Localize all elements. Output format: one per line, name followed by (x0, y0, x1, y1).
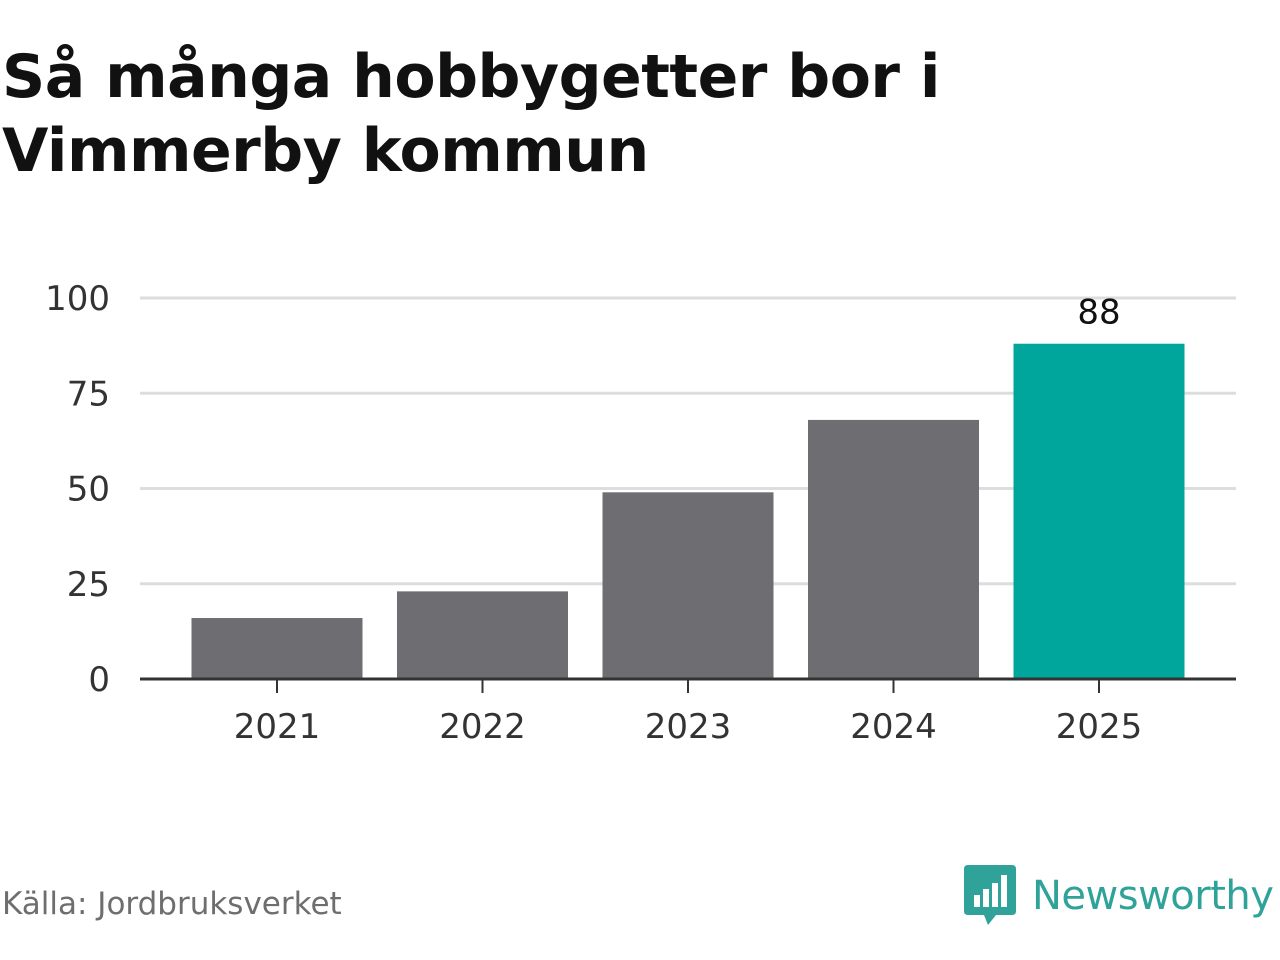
bar-2022 (397, 591, 568, 679)
x-tick-label-2025: 2025 (1056, 707, 1143, 747)
source-note: Källa: Jordbruksverket (2, 886, 342, 922)
y-tick-label: 0 (88, 660, 110, 700)
bar-2024 (808, 419, 979, 679)
chart-title: Så många hobbygetter bor i Vimmerby komm… (2, 42, 940, 186)
x-tick-label-2021: 2021 (234, 707, 321, 747)
x-tick-label-2024: 2024 (850, 707, 937, 747)
newsworthy-logo: Newsworthy (964, 864, 1274, 928)
x-tick-label-2023: 2023 (645, 707, 732, 747)
x-tick-label-2022: 2022 (439, 707, 526, 747)
y-tick-label: 50 (67, 470, 110, 510)
bar-2025 (1013, 343, 1185, 679)
newsworthy-logo-icon (964, 865, 1016, 925)
y-axis-ticks: 0 25 50 75 100 (45, 279, 110, 700)
y-tick-label: 75 (67, 374, 110, 414)
newsworthy-logo-text: Newsworthy (1032, 873, 1274, 919)
data-labels: 88 (1077, 293, 1120, 333)
bar-2021 (191, 618, 363, 679)
bars (191, 343, 1185, 679)
bar-2023 (602, 492, 774, 679)
y-tick-label: 100 (45, 279, 110, 319)
x-axis-ticks: 2021 2022 2023 2024 2025 (234, 679, 1143, 747)
y-tick-label: 25 (67, 565, 110, 605)
data-label-2025: 88 (1077, 293, 1120, 333)
